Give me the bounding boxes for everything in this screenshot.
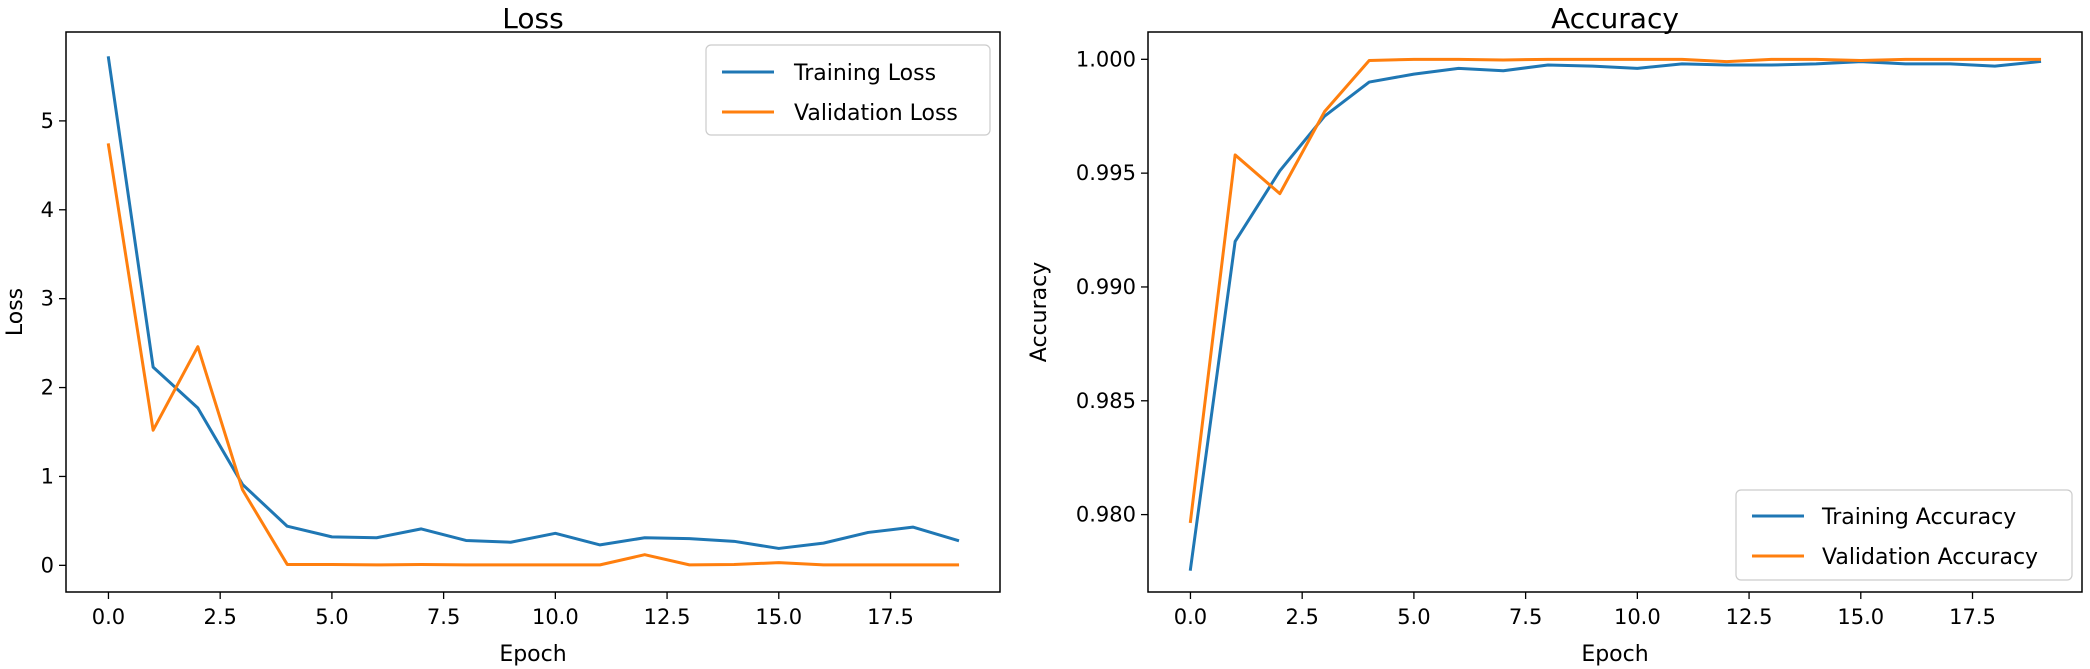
loss-y-ticks: 0 1 2 3 4 5 [41,109,66,577]
loss-x-tick-label: 7.5 [427,605,460,629]
loss-x-tick-label: 10.0 [532,605,579,629]
loss-x-ticks: 0.0 2.5 5.0 7.5 10.0 12.5 15.0 17.5 [92,592,914,629]
accuracy-x-tick-label: 2.5 [1285,605,1318,629]
loss-chart-title: Loss [502,2,563,35]
accuracy-legend: Training Accuracy Validation Accuracy [1735,489,2073,581]
accuracy-y-ticks: 0.980 0.985 0.990 0.995 1.000 [1076,47,1148,527]
accuracy-x-ticks: 0.0 2.5 5.0 7.5 10.0 12.5 15.0 17.5 [1174,592,1996,629]
accuracy-series-training-line [1188,59,2042,571]
loss-y-tick-label: 5 [41,109,54,133]
accuracy-series-validation-line [1188,57,2042,524]
loss-y-tick-label: 0 [41,553,54,577]
loss-legend: Training Loss Validation Loss [705,44,991,136]
accuracy-legend-label-validation: Validation Accuracy [1822,545,2038,570]
accuracy-legend-label-training: Training Accuracy [1821,505,2016,530]
accuracy-axes-frame [1147,31,2083,593]
loss-y-tick-label: 3 [41,287,54,311]
loss-legend-label-training: Training Loss [793,61,936,86]
accuracy-x-axis-label: Epoch [1581,642,1648,667]
loss-series-validation-line [106,143,960,567]
loss-y-tick-label: 2 [41,376,54,400]
accuracy-y-tick-label: 1.000 [1076,47,1136,71]
accuracy-x-tick-label: 15.0 [1837,605,1884,629]
accuracy-chart: Accuracy 0.0 2.5 5.0 7.5 10.0 12.5 15.0 17.5 0.… [1027,2,2083,667]
loss-x-tick-label: 15.0 [755,605,802,629]
loss-x-tick-label: 2.5 [203,605,236,629]
accuracy-y-axis-label: Accuracy [1027,262,1052,362]
accuracy-x-tick-label: 17.5 [1949,605,1996,629]
accuracy-y-tick-label: 0.995 [1076,161,1136,185]
loss-axes-frame [65,31,1001,593]
loss-x-tick-label: 0.0 [92,605,125,629]
accuracy-legend-box [1735,489,2073,581]
accuracy-x-tick-label: 0.0 [1174,605,1207,629]
loss-x-tick-label: 12.5 [644,605,691,629]
loss-legend-box [705,44,991,136]
loss-y-axis-label: Loss [3,288,28,336]
accuracy-x-tick-label: 5.0 [1397,605,1430,629]
loss-x-tick-label: 5.0 [315,605,348,629]
accuracy-plot-area [1188,57,2042,571]
accuracy-y-tick-label: 0.980 [1076,503,1136,527]
accuracy-x-tick-label: 12.5 [1726,605,1773,629]
loss-x-tick-label: 17.5 [867,605,914,629]
accuracy-y-tick-label: 0.985 [1076,389,1136,413]
accuracy-x-tick-label: 7.5 [1509,605,1542,629]
accuracy-x-tick-label: 10.0 [1614,605,1661,629]
loss-plot-area [106,56,960,567]
loss-legend-label-validation: Validation Loss [794,101,958,126]
loss-x-axis-label: Epoch [499,642,566,667]
loss-chart: Loss 0.0 2.5 5.0 7.5 10.0 12.5 15.0 17.5 0 1 2 3 4 5… [3,2,1001,667]
loss-y-tick-label: 1 [41,464,54,488]
loss-series-training-line [106,56,960,550]
accuracy-chart-title: Accuracy [1551,2,1679,35]
accuracy-y-tick-label: 0.990 [1076,275,1136,299]
loss-y-tick-label: 4 [41,198,54,222]
